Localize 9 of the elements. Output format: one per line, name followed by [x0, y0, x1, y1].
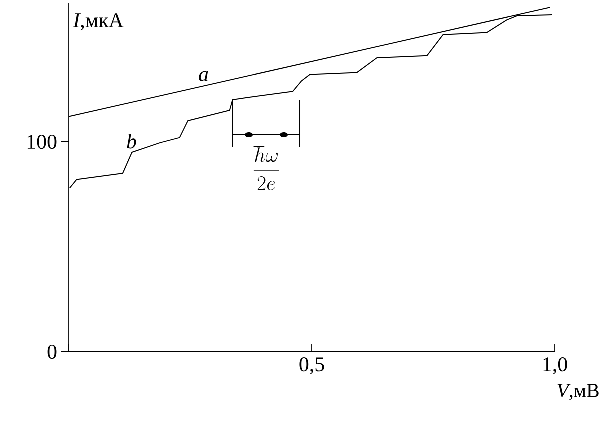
- annotation: $\frac{\hbar\omega}{2e}$: [254, 146, 280, 190]
- y-tick-label: 100: [28, 134, 57, 150]
- y-tick-label: 0: [48, 344, 57, 360]
- series-label: b: [127, 134, 136, 149]
- series-label: a: [199, 71, 208, 82]
- y-axis-title: I,мкА: [73, 14, 124, 31]
- x-tick-label: 1,0: [544, 358, 568, 375]
- x-axis-title: V,мВ: [558, 384, 599, 400]
- x-tick-label: 0,5: [300, 358, 324, 375]
